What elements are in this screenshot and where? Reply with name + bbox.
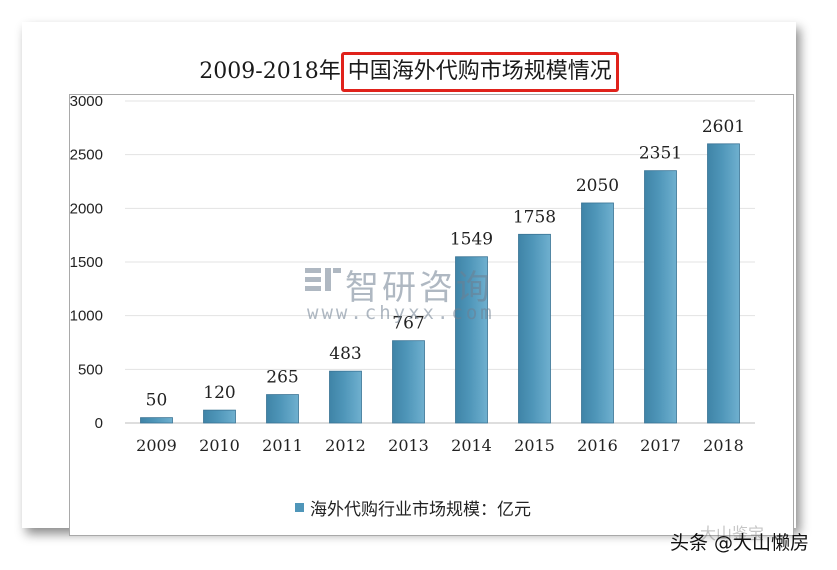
bar: [140, 417, 173, 424]
data-label: 2351: [639, 144, 682, 164]
chart-title: 2009-2018年 中国海外代购市场规模情况: [22, 52, 796, 92]
data-label: 767: [392, 314, 424, 334]
bar: [329, 370, 362, 424]
x-tick-label: 2018: [703, 436, 744, 455]
bar: [644, 170, 677, 424]
y-tick-label: 500: [78, 361, 103, 378]
y-tick-label: 1500: [70, 254, 103, 271]
legend: 海外代购行业市场规模：亿元: [295, 496, 531, 520]
bar: [707, 143, 740, 424]
y-tick-label: 1000: [70, 308, 103, 325]
chart-title-highlight: 中国海外代购市场规模情况: [340, 52, 619, 92]
x-tick-label: 2014: [451, 436, 492, 455]
bar: [455, 256, 488, 424]
bar: [581, 202, 614, 424]
x-tick-label: 2015: [514, 436, 555, 455]
x-tick-label: 2016: [577, 436, 618, 455]
chart-title-prefix: 2009-2018年: [199, 59, 341, 84]
legend-swatch: [295, 502, 304, 512]
x-tick-label: 2011: [262, 436, 303, 455]
bar: [518, 233, 551, 424]
data-label: 2050: [576, 176, 619, 196]
x-tick-label: 2012: [325, 436, 366, 455]
source-credit: 头条 @大山懒房: [670, 532, 810, 554]
data-label: 2601: [702, 117, 745, 137]
y-tick-label: 2000: [70, 200, 103, 217]
y-tick-label: 0: [95, 415, 103, 432]
bar: [392, 340, 425, 424]
legend-label: 海外代购行业市场规模：亿元: [310, 499, 531, 520]
data-label: 1758: [513, 207, 556, 227]
credit-ghost-text: 大山鉴宝: [700, 524, 765, 543]
x-tick-label: 2017: [640, 436, 681, 455]
bar: [266, 394, 299, 424]
data-label: 265: [266, 368, 298, 388]
x-tick-label: 2010: [199, 436, 240, 455]
data-label: 483: [329, 344, 361, 364]
data-label: 50: [146, 391, 168, 411]
x-tick-label: 2013: [388, 436, 429, 455]
data-label: 1549: [450, 230, 493, 250]
y-tick-label: 2500: [70, 147, 103, 164]
bar: [203, 409, 236, 424]
x-tick-label: 2009: [136, 436, 177, 455]
data-label: 120: [203, 383, 235, 403]
y-tick-label: 3000: [70, 93, 103, 110]
